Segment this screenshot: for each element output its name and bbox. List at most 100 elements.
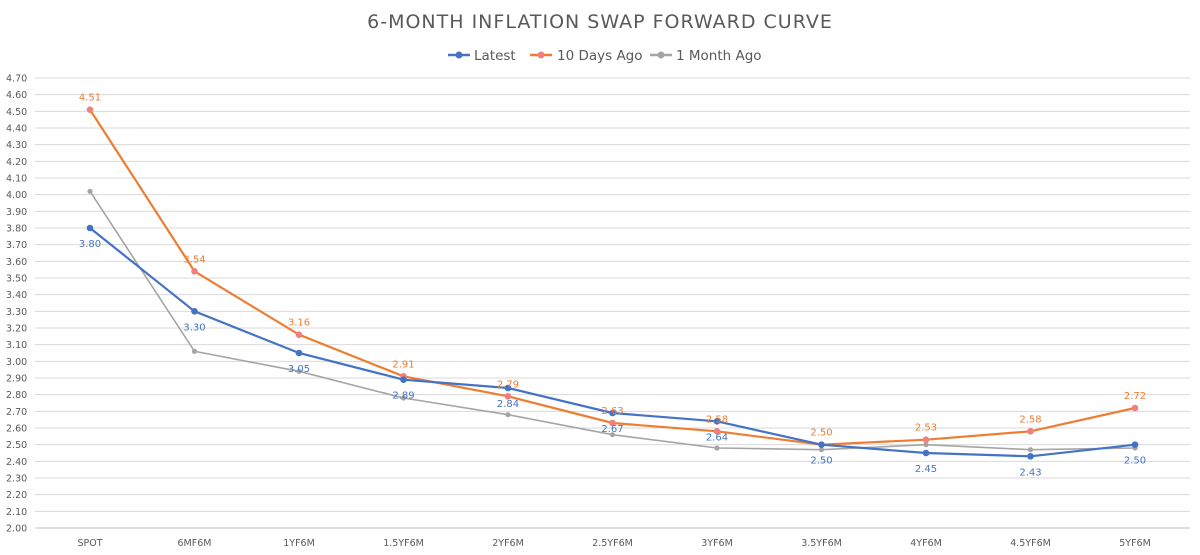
data-label-10-days-ago: 2.79 [497,379,519,390]
x-tick-label: SPOT [77,538,102,549]
x-tick-label: 2YF6M [492,538,524,549]
data-point-10-days-ago [86,106,94,113]
y-tick-label: 4.60 [6,90,27,101]
legend-marker-1-month-ago [657,51,665,59]
legend-label-latest: Latest [474,48,516,64]
y-tick-label: 3.40 [6,290,27,301]
data-point-10-days-ago [191,268,198,275]
legend-label-1-month-ago: 1 Month Ago [676,48,762,64]
y-tick-label: 4.00 [6,190,27,201]
x-tick-label: 5YF6M [1119,538,1151,549]
data-point-latest [818,441,825,448]
y-tick-label: 2.10 [6,507,27,518]
y-tick-label: 3.00 [6,357,27,368]
y-tick-label: 2.90 [6,374,27,385]
series-latest [86,224,1139,460]
y-tick-label: 2.70 [6,407,27,418]
y-axis: 2.00 2.10 2.20 2.30 2.40 2.50 2.60 2.70 2.80 2.90… [6,74,27,535]
legend: Latest 10 Days Ago 1 Month Ago [448,48,762,64]
y-tick-label: 3.90 [6,207,27,218]
data-point-10-days-ago [609,419,616,427]
data-point-1-month-ago [1027,447,1034,453]
data-point-latest [191,308,198,315]
y-tick-label: 3.60 [6,257,27,268]
series-10-days-ago [86,106,1139,448]
y-tick-label: 3.50 [6,274,27,285]
legend-marker-10-days-ago [537,51,545,59]
x-axis: SPOT 6MF6M 1YF6M 1.5YF6M 2YF6M 2.5YF6M 3YF6M 3.… [77,538,1150,549]
legend-item-10-days-ago: 10 Days Ago [530,48,643,64]
data-label-latest: 2.50 [810,456,832,467]
y-tick-label: 3.80 [6,224,27,235]
x-tick-label: 4YF6M [910,538,942,549]
data-point-1-month-ago [87,188,93,194]
data-label-10-days-ago: 2.91 [392,359,414,370]
data-label-10-days-ago: 2.72 [1124,391,1146,402]
gridlines [35,77,1190,529]
y-tick-label: 4.30 [6,140,27,151]
data-point-latest [86,224,94,232]
data-label-latest: 2.50 [1124,456,1146,467]
data-point-10-days-ago [504,393,512,400]
y-tick-label: 4.70 [6,74,27,85]
y-tick-label: 4.50 [6,107,27,118]
x-tick-label: 3YF6M [701,538,733,549]
data-point-latest [400,376,407,383]
y-tick-label: 2.60 [6,424,27,435]
legend-item-1-month-ago: 1 Month Ago [650,48,762,64]
x-tick-label: 6MF6M [178,538,212,549]
data-label-10-days-ago: 3.16 [288,318,310,329]
y-tick-label: 2.40 [6,457,27,468]
y-tick-label: 2.50 [6,440,27,451]
data-point-1-month-ago [714,445,720,451]
x-tick-label: 2.5YF6M [592,538,633,549]
data-point-1-month-ago [400,395,407,401]
data-point-latest [504,384,512,392]
data-label-10-days-ago: 2.63 [601,406,623,417]
series-1-month-ago [87,188,1138,453]
data-label-latest: 2.89 [392,391,414,402]
y-tick-label: 3.30 [6,307,27,318]
data-label-latest: 3.80 [79,239,101,250]
data-point-1-month-ago [505,412,511,418]
x-tick-label: 1.5YF6M [383,538,424,549]
data-label-10-days-ago: 2.53 [915,423,937,434]
data-point-latest [1131,441,1139,448]
legend-item-latest: Latest [448,48,516,64]
y-tick-label: 3.10 [6,340,27,351]
data-label-latest: 2.64 [706,432,728,443]
y-tick-label: 4.40 [6,124,27,135]
y-tick-label: 2.20 [6,490,27,501]
plot-area: 3.80 3.30 3.05 2.89 2.84 2.67 2.64 2.50 2.45 2.43… [79,93,1146,479]
y-tick-label: 2.00 [6,524,27,535]
data-label-latest: 2.43 [1019,467,1041,478]
data-point-latest [922,449,930,457]
data-label-10-days-ago: 2.58 [1019,414,1041,425]
data-label-latest: 2.45 [915,464,937,475]
chart-title: 6-MONTH INFLATION SWAP FORWARD CURVE [367,11,833,33]
data-point-latest [713,418,721,425]
data-point-10-days-ago [922,436,930,443]
data-label-10-days-ago: 3.54 [183,254,205,265]
data-label-latest: 2.84 [497,399,519,410]
data-label-10-days-ago: 2.58 [706,414,728,425]
y-tick-label: 2.80 [6,390,27,401]
data-label-latest: 3.05 [288,364,310,375]
data-point-10-days-ago [295,331,303,338]
y-tick-label: 3.20 [6,324,27,335]
legend-marker-latest [455,51,463,59]
data-point-latest [1027,453,1034,460]
data-point-1-month-ago [191,348,198,354]
data-point-1-month-ago [609,432,616,438]
data-label-latest: 3.30 [183,322,205,333]
x-tick-label: 1YF6M [283,538,315,549]
x-tick-label: 3.5YF6M [801,538,842,549]
data-point-1-month-ago [296,368,302,374]
y-tick-label: 4.10 [6,174,27,185]
data-point-10-days-ago [1027,428,1034,435]
data-label-latest: 2.67 [601,424,623,435]
data-point-1-month-ago [818,447,825,453]
data-point-latest [295,349,303,357]
y-tick-label: 3.70 [6,240,27,251]
